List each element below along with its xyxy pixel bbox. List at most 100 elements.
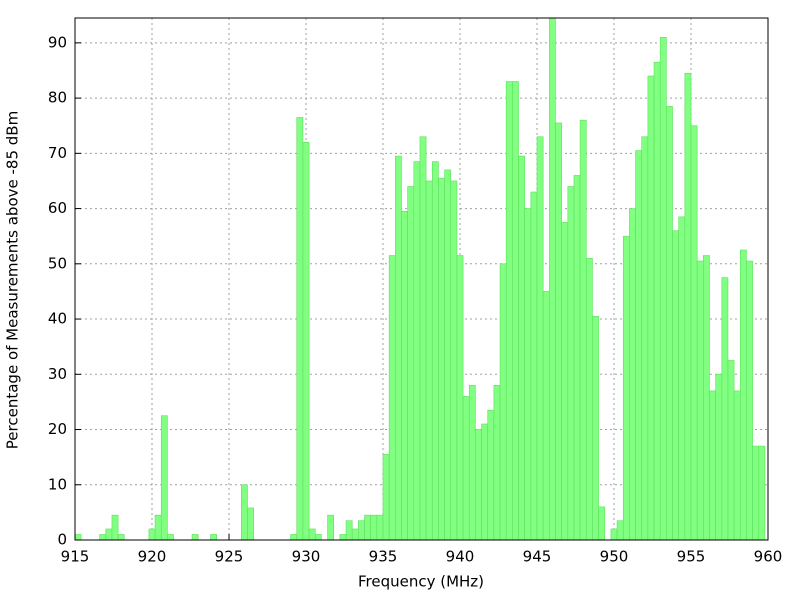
bar	[111, 514, 119, 541]
bar	[419, 136, 427, 541]
bar	[105, 528, 113, 541]
bar	[659, 37, 667, 541]
bar	[345, 520, 353, 541]
bar	[709, 390, 716, 541]
bar	[431, 161, 439, 541]
bar	[549, 17, 556, 541]
y-tick-label: 60	[48, 199, 67, 217]
bar	[512, 81, 519, 541]
y-tick-label: 50	[48, 254, 67, 272]
bar	[641, 136, 649, 541]
bar	[592, 315, 599, 541]
bar	[567, 186, 575, 541]
bar	[395, 155, 402, 541]
bar	[413, 161, 421, 541]
x-tick-label: 950	[600, 548, 629, 566]
y-tick-label: 70	[48, 144, 67, 162]
x-axis-label: Frequency (MHz)	[358, 573, 484, 591]
bar	[536, 136, 544, 541]
bar	[610, 528, 618, 541]
bar	[167, 534, 174, 541]
bar	[653, 61, 661, 541]
bar	[505, 81, 513, 541]
bar	[444, 169, 452, 541]
bar	[530, 191, 538, 541]
bar	[666, 106, 673, 541]
bar	[542, 291, 550, 541]
bar	[314, 534, 322, 541]
bar	[598, 506, 606, 541]
bar	[468, 385, 476, 541]
bar	[672, 230, 679, 541]
bar	[191, 534, 199, 541]
bar	[308, 528, 316, 541]
bar	[690, 125, 698, 541]
x-tick-label: 955	[677, 548, 706, 566]
bar	[481, 423, 489, 541]
bar	[684, 72, 692, 541]
bar	[302, 141, 310, 541]
bar	[647, 75, 655, 541]
bar	[758, 445, 766, 541]
bar	[401, 211, 408, 541]
bar	[487, 409, 495, 541]
bar	[555, 122, 562, 541]
bar	[733, 390, 741, 541]
bar	[450, 180, 458, 541]
bar	[721, 277, 729, 541]
bar	[247, 507, 254, 541]
x-tick-label: 915	[61, 548, 90, 566]
y-tick-label: 0	[57, 531, 67, 549]
bar	[635, 150, 643, 541]
y-tick-label: 30	[48, 365, 67, 383]
plot-frame	[74, 17, 769, 541]
bar	[407, 186, 415, 541]
bar	[456, 255, 464, 541]
bar	[499, 263, 507, 541]
bar	[573, 175, 581, 541]
bar	[585, 257, 593, 541]
bar	[364, 514, 371, 541]
x-tick-label: 935	[369, 548, 398, 566]
bar	[475, 429, 482, 541]
y-tick-label: 80	[48, 89, 67, 107]
bar	[327, 514, 335, 541]
bar	[339, 534, 347, 541]
bar	[715, 373, 723, 541]
bar	[518, 155, 525, 541]
x-tick-label: 930	[292, 548, 321, 566]
bar	[74, 534, 82, 541]
bar	[678, 216, 686, 541]
bar	[370, 514, 378, 541]
bar	[746, 260, 753, 541]
bar	[382, 454, 390, 541]
x-tick-label: 920	[138, 548, 167, 566]
bar	[727, 360, 735, 541]
bar	[358, 520, 365, 541]
bar	[739, 249, 747, 541]
bar	[154, 514, 162, 541]
bar	[296, 117, 304, 541]
y-tick-label: 40	[48, 310, 67, 328]
bar	[290, 534, 298, 541]
bar	[148, 528, 156, 541]
x-tick-label: 960	[754, 548, 783, 566]
x-tick-label: 945	[523, 548, 552, 566]
y-axis-label: Percentage of Measurements above -85 dBm	[4, 111, 22, 449]
y-tick-label: 20	[48, 420, 67, 438]
bar	[160, 415, 168, 541]
bar	[388, 255, 396, 541]
bar	[493, 385, 501, 541]
bar	[524, 208, 532, 541]
y-tick-label: 10	[48, 475, 67, 493]
bar	[438, 177, 445, 541]
bar	[241, 484, 248, 541]
bar	[561, 222, 569, 541]
bar	[622, 235, 630, 541]
bar	[703, 255, 710, 541]
y-tick-label: 90	[48, 33, 67, 51]
bar	[696, 260, 704, 541]
bar	[462, 396, 470, 541]
